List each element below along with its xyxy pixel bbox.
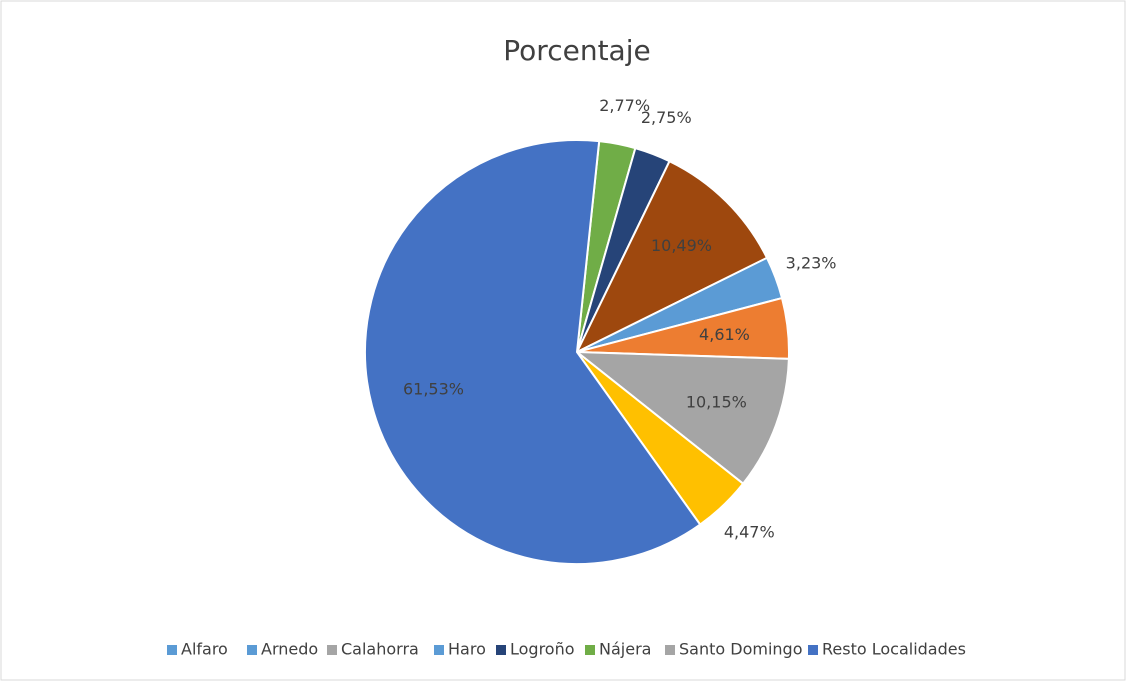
data-label: 2,75% [641, 108, 692, 127]
legend-swatch [247, 645, 257, 655]
legend-label: Nájera [599, 640, 651, 659]
chart-title: Porcentaje [503, 34, 650, 67]
pie-slice [364, 139, 702, 565]
data-label: 10,15% [686, 393, 747, 412]
data-label: 4,61% [699, 325, 750, 344]
legend-swatch [585, 645, 595, 655]
pie-slice [574, 159, 769, 355]
data-label: 10,49% [651, 236, 712, 255]
legend-swatch [434, 645, 444, 655]
legend-swatch [496, 645, 506, 655]
legend-label: Haro [448, 640, 486, 659]
legend-swatch [327, 645, 337, 655]
legend-label: Arnedo [261, 640, 318, 659]
legend-label: Resto Localidades [822, 640, 966, 659]
legend-label: Alfaro [181, 640, 228, 659]
data-label: 61,53% [403, 379, 464, 398]
legend-label: Santo Domingo [679, 640, 802, 659]
data-label: 4,47% [724, 523, 775, 542]
legend-swatch [665, 645, 675, 655]
pie-slice [574, 350, 790, 486]
legend-swatch [167, 645, 177, 655]
data-label: 2,77% [599, 96, 650, 115]
legend-label: Calahorra [341, 640, 419, 659]
data-label: 3,23% [786, 254, 837, 273]
legend-swatch [808, 645, 818, 655]
legend-label: Logroño [510, 640, 575, 659]
